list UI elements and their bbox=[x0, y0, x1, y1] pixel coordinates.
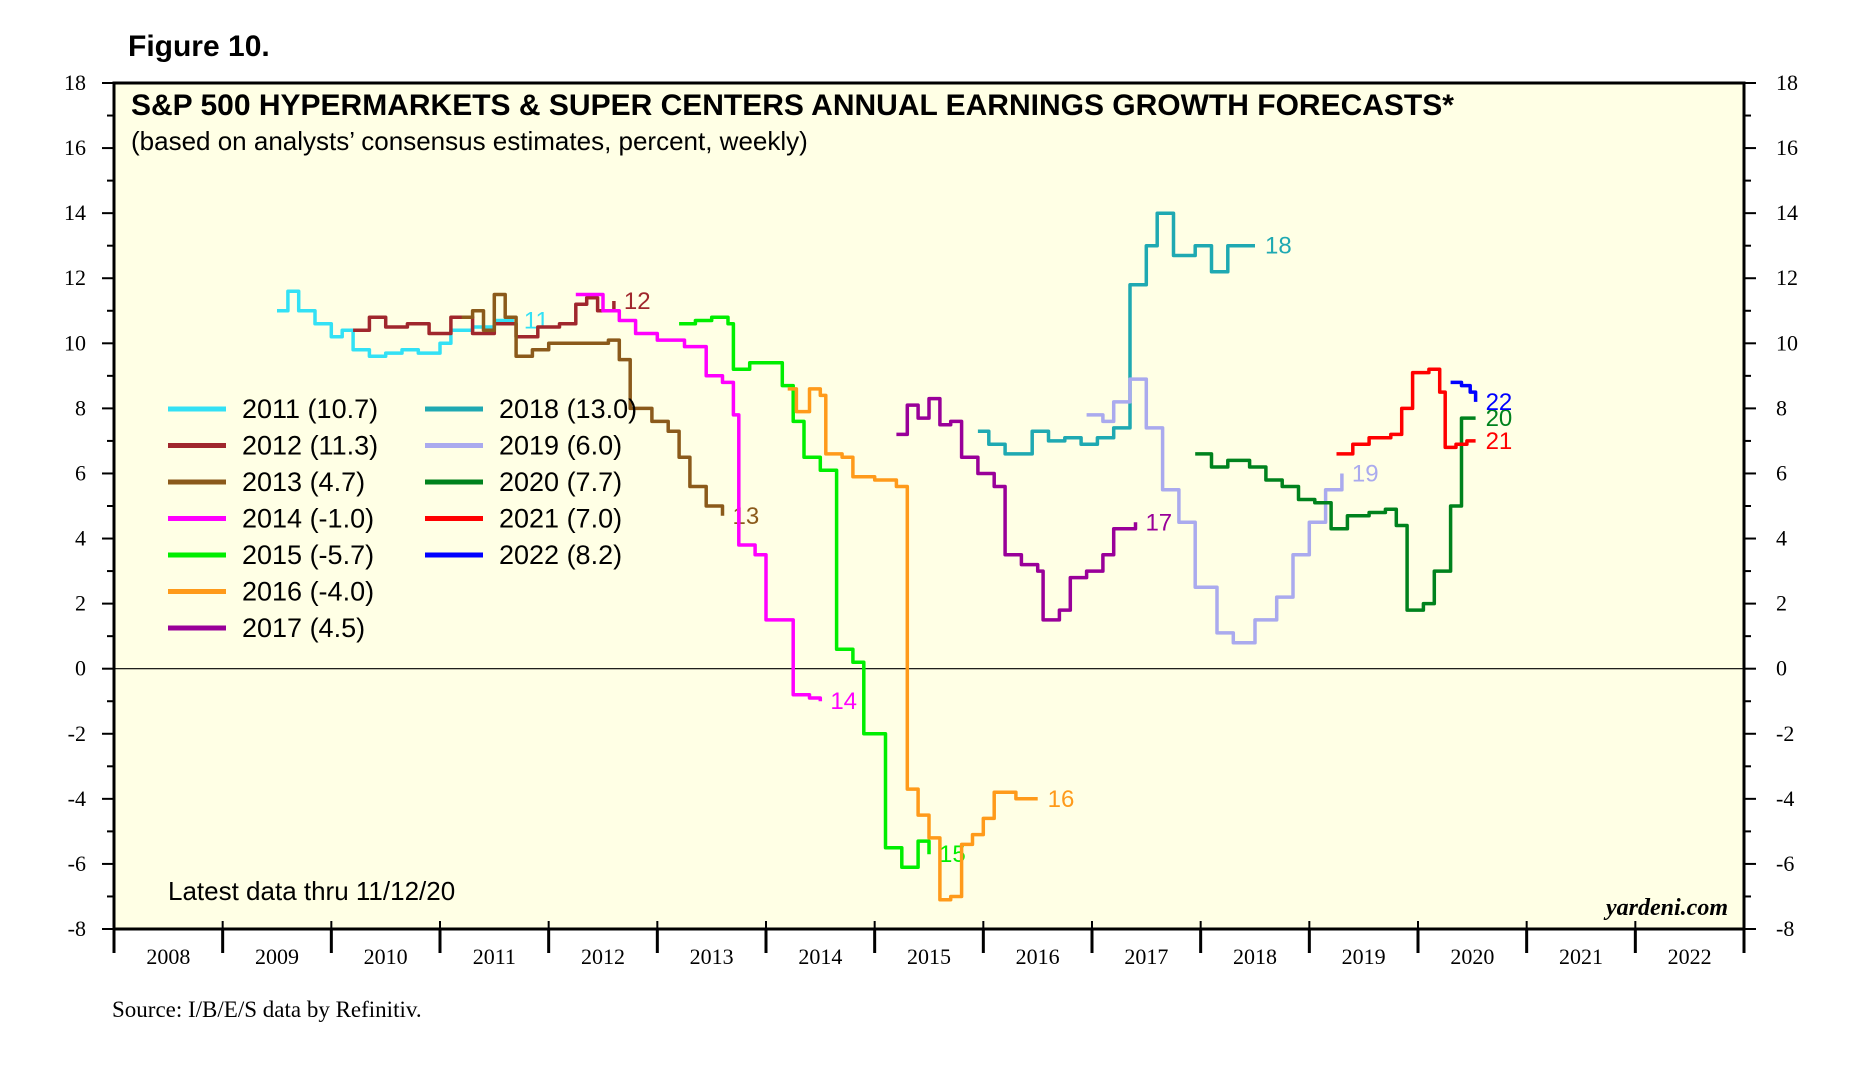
y-tick-label-right: 0 bbox=[1776, 656, 1787, 681]
y-tick-label-right: 16 bbox=[1776, 135, 1798, 160]
y-axis-left: 18 16 14 12 10 8 6 4 2 0 -2 -4 -6 -8 bbox=[64, 70, 114, 941]
series-line-2021 bbox=[1336, 367, 1476, 456]
y-tick-label-right: 8 bbox=[1776, 395, 1787, 420]
x-tick-label: 2022 bbox=[1668, 944, 1712, 969]
legend-label-2016: 2016 (-4.0) bbox=[242, 577, 374, 607]
latest-data-note: Latest data thru 11/12/20 bbox=[168, 876, 455, 906]
series-line-2016 bbox=[787, 387, 1038, 902]
y-tick-label-right: 12 bbox=[1776, 265, 1798, 290]
series-end-label-2022: 22 bbox=[1486, 389, 1513, 416]
y-tick-label-left: 12 bbox=[64, 265, 86, 290]
y-tick-label-right: 6 bbox=[1776, 460, 1787, 485]
figure-label: Figure 10. bbox=[128, 30, 270, 63]
series-end-label-2019: 19 bbox=[1352, 460, 1379, 487]
series-line-2014 bbox=[575, 292, 823, 702]
y-tick-label-left: -6 bbox=[68, 851, 86, 876]
series-line-2011 bbox=[277, 289, 514, 359]
series-line-2017 bbox=[896, 396, 1138, 622]
y-tick-label-right: 10 bbox=[1776, 330, 1798, 355]
x-tick-label: 2017 bbox=[1124, 944, 1168, 969]
chart-subtitle: (based on analysts’ consensus estimates,… bbox=[131, 126, 808, 156]
plot-area bbox=[112, 81, 1746, 931]
legend-label-2019: 2019 (6.0) bbox=[499, 431, 622, 461]
series-line-2019 bbox=[1086, 377, 1344, 645]
x-tick-label: 2018 bbox=[1233, 944, 1277, 969]
x-axis: 2008 2009 2010 2011 2012 2013 2014 2015 2016 2017… bbox=[112, 921, 1746, 969]
y-tick-label-left: 4 bbox=[75, 526, 86, 551]
y-tick-label-right: 2 bbox=[1776, 591, 1787, 616]
y-tick-label-right: -8 bbox=[1776, 916, 1794, 941]
x-tick-label: 2021 bbox=[1559, 944, 1603, 969]
chart-title: S&P 500 HYPERMARKETS & SUPER CENTERS ANN… bbox=[131, 89, 1454, 122]
legend-label-2017: 2017 (4.5) bbox=[242, 613, 365, 643]
x-tick-label: 2013 bbox=[690, 944, 734, 969]
x-tick-label: 2009 bbox=[255, 944, 299, 969]
series-line-2022 bbox=[1450, 380, 1478, 402]
y-tick-label-left: 8 bbox=[75, 395, 86, 420]
legend-label-2018: 2018 (13.0) bbox=[499, 394, 637, 424]
series-line-2020 bbox=[1195, 416, 1476, 612]
y-tick-label-left: 2 bbox=[75, 591, 86, 616]
y-tick-label-left: 0 bbox=[75, 656, 86, 681]
y-tick-label-left: 16 bbox=[64, 135, 86, 160]
x-tick-label: 2010 bbox=[364, 944, 408, 969]
y-tick-label-left: -8 bbox=[68, 916, 86, 941]
series-end-label-2013: 13 bbox=[733, 503, 760, 530]
series-end-label-2012: 12 bbox=[624, 288, 651, 315]
x-tick-label: 2014 bbox=[798, 944, 842, 969]
source-note: Source: I/B/E/S data by Refinitiv. bbox=[112, 997, 422, 1022]
y-tick-label-left: 10 bbox=[64, 330, 86, 355]
x-tick-label: 2011 bbox=[473, 944, 516, 969]
series-line-2018 bbox=[977, 211, 1255, 456]
legend: 2011 (10.7) 2012 (11.3) 2013 (4.7) 2014 (-1… bbox=[168, 394, 637, 643]
y-tick-label-left: -4 bbox=[68, 786, 86, 811]
legend-label-2013: 2013 (4.7) bbox=[242, 467, 365, 497]
legend-label-2020: 2020 (7.7) bbox=[499, 467, 622, 497]
y-tick-label-right: 14 bbox=[1776, 200, 1798, 225]
y-tick-label-left: -2 bbox=[68, 721, 86, 746]
legend-label-2014: 2014 (-1.0) bbox=[242, 504, 374, 534]
series-end-label-2017: 17 bbox=[1145, 509, 1172, 536]
x-tick-label: 2015 bbox=[907, 944, 951, 969]
legend-label-2021: 2021 (7.0) bbox=[499, 504, 622, 534]
y-tick-label-right: -6 bbox=[1776, 851, 1794, 876]
x-tick-label: 2008 bbox=[146, 944, 190, 969]
x-tick-label: 2020 bbox=[1450, 944, 1494, 969]
y-tick-label-right: 18 bbox=[1776, 70, 1798, 95]
x-tick-label: 2019 bbox=[1342, 944, 1386, 969]
series-end-label-2016: 16 bbox=[1048, 786, 1075, 813]
y-tick-label-right: -2 bbox=[1776, 721, 1794, 746]
legend-label-2015: 2015 (-5.7) bbox=[242, 540, 374, 570]
legend-label-2012: 2012 (11.3) bbox=[242, 431, 378, 461]
y-tick-label-left: 6 bbox=[75, 460, 86, 485]
legend-label-2011: 2011 (10.7) bbox=[242, 394, 378, 424]
y-tick-label-left: 18 bbox=[64, 70, 86, 95]
series-end-label-2021: 21 bbox=[1486, 428, 1513, 455]
y-axis-right: 18 16 14 12 10 8 6 4 2 0 -2 -4 -6 -8 bbox=[1744, 70, 1798, 941]
series-line-2015 bbox=[679, 315, 931, 869]
y-tick-label-right: -4 bbox=[1776, 786, 1794, 811]
x-tick-label: 2012 bbox=[581, 944, 625, 969]
legend-label-2022: 2022 (8.2) bbox=[499, 540, 622, 570]
series-end-label-2018: 18 bbox=[1265, 233, 1292, 260]
series-line-2013 bbox=[461, 292, 725, 516]
brand-watermark: yardeni.com bbox=[1603, 895, 1728, 921]
series-end-label-2014: 14 bbox=[830, 688, 857, 715]
y-tick-label-left: 14 bbox=[64, 200, 86, 225]
series-end-label-2020: 20 bbox=[1486, 405, 1513, 432]
y-tick-label-right: 4 bbox=[1776, 526, 1787, 551]
x-tick-label: 2016 bbox=[1016, 944, 1060, 969]
